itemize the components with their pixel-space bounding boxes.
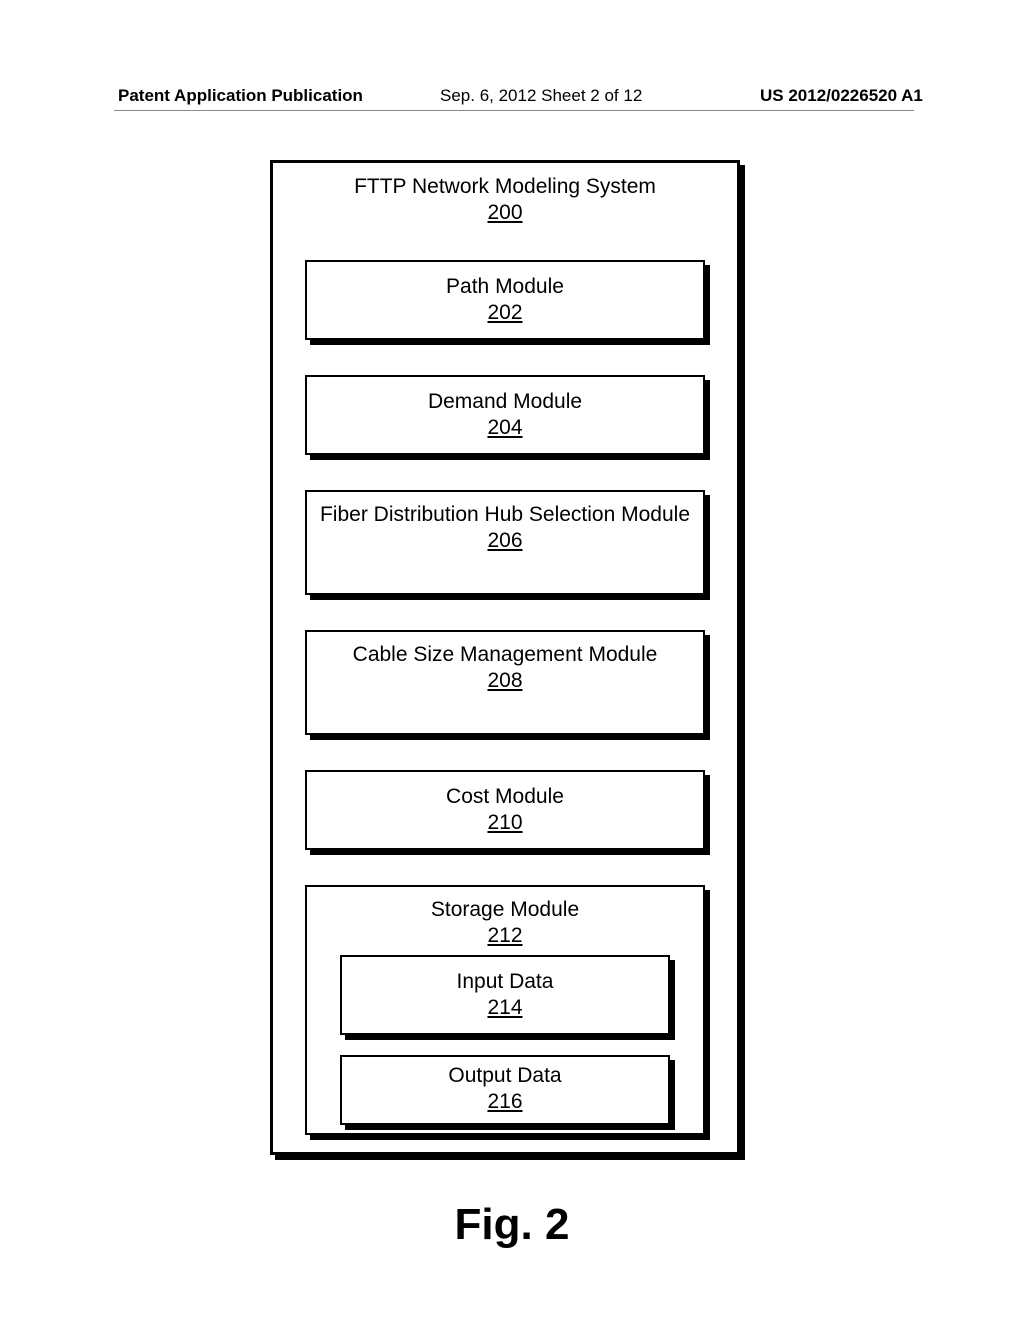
system-box-label: FTTP Network Modeling System200 [270, 174, 740, 227]
module-box-206: Fiber Distribution Hub Selection Module2… [305, 490, 705, 595]
storage-child-box-216-label: Output Data216 [340, 1063, 670, 1116]
storage-child-box-214: Input Data214 [340, 955, 670, 1035]
storage-child-box-216: Output Data216 [340, 1055, 670, 1125]
module-box-204: Demand Module204 [305, 375, 705, 455]
storage-module-box-label: Storage Module212 [305, 897, 705, 950]
header-right: US 2012/0226520 A1 [760, 86, 923, 106]
module-box-210: Cost Module210 [305, 770, 705, 850]
module-box-208: Cable Size Management Module208 [305, 630, 705, 735]
module-box-202: Path Module202 [305, 260, 705, 340]
page: Patent Application Publication Sep. 6, 2… [0, 0, 1024, 1320]
module-box-206-label: Fiber Distribution Hub Selection Module2… [305, 502, 705, 555]
module-box-204-label: Demand Module204 [305, 389, 705, 442]
header-left: Patent Application Publication [118, 86, 363, 106]
storage-child-box-214-label: Input Data214 [340, 969, 670, 1022]
module-box-210-label: Cost Module210 [305, 784, 705, 837]
module-box-202-label: Path Module202 [305, 274, 705, 327]
header-mid: Sep. 6, 2012 Sheet 2 of 12 [440, 86, 642, 106]
figure-caption: Fig. 2 [0, 1200, 1024, 1250]
header-rule [114, 110, 914, 111]
module-box-208-label: Cable Size Management Module208 [305, 642, 705, 695]
